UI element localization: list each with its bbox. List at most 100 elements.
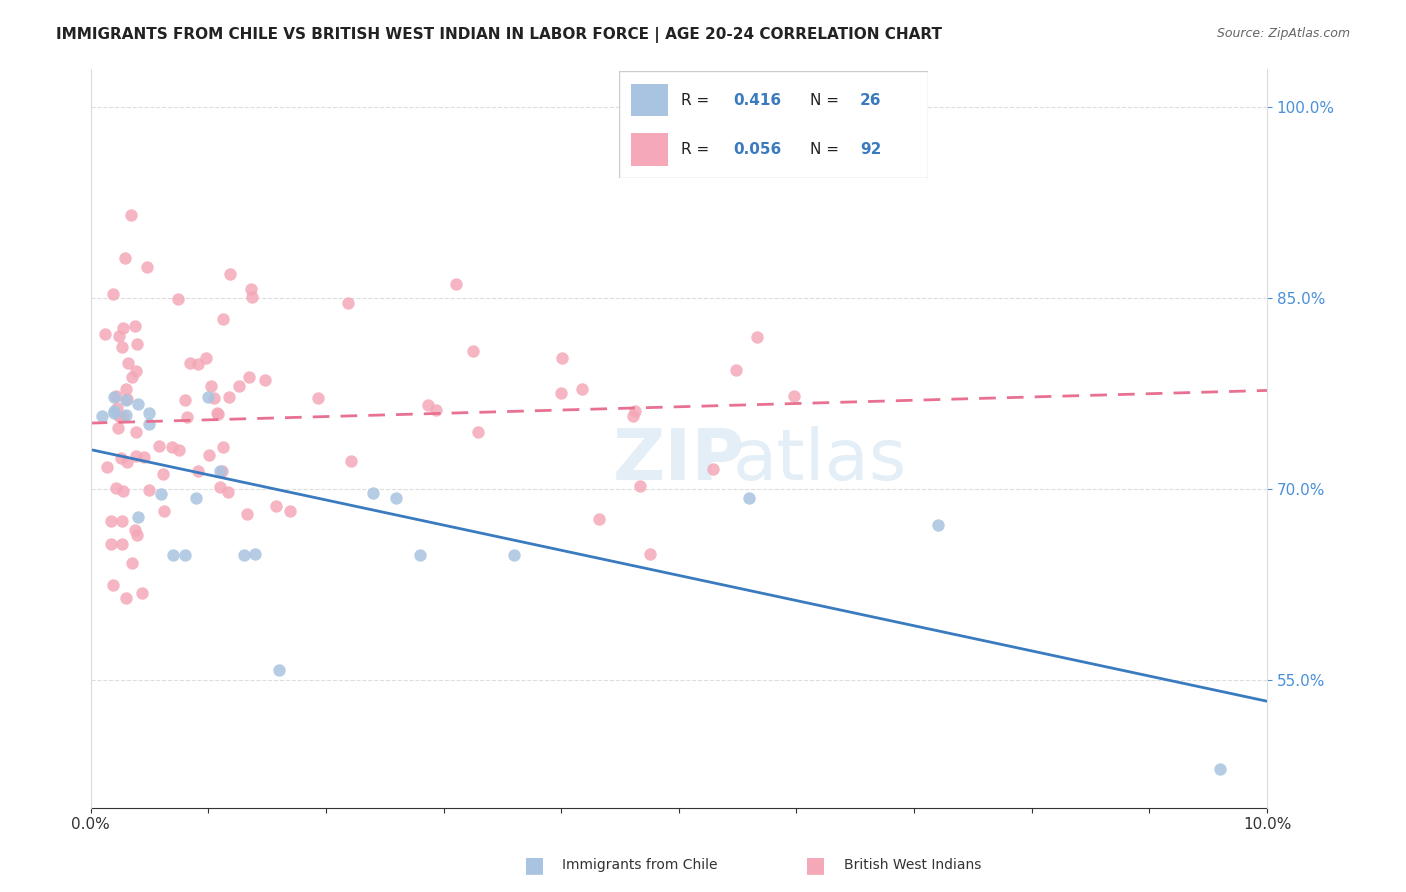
Point xyxy=(127,510,149,524)
Point xyxy=(702,462,724,476)
Point xyxy=(628,479,651,493)
Point xyxy=(148,439,170,453)
Point xyxy=(218,268,240,282)
Point xyxy=(120,208,142,222)
Text: ■: ■ xyxy=(806,855,825,875)
Point xyxy=(207,407,229,421)
Point xyxy=(131,586,153,600)
Point xyxy=(101,578,124,592)
Point xyxy=(745,330,768,344)
Point xyxy=(167,292,190,306)
Point xyxy=(108,409,131,423)
FancyBboxPatch shape xyxy=(619,71,928,178)
Point xyxy=(117,392,139,406)
Point xyxy=(195,351,218,366)
Point xyxy=(187,464,209,478)
Point xyxy=(94,326,117,341)
Point xyxy=(111,340,134,354)
Point xyxy=(138,483,160,497)
Point xyxy=(117,455,139,469)
Point xyxy=(209,480,232,494)
Point xyxy=(138,417,160,431)
Point xyxy=(125,527,148,541)
Point xyxy=(103,404,125,418)
Point xyxy=(340,453,363,467)
Point xyxy=(212,312,235,326)
Point xyxy=(124,318,146,333)
Point xyxy=(337,295,360,310)
Point xyxy=(179,356,201,370)
Text: 92: 92 xyxy=(860,142,882,157)
FancyBboxPatch shape xyxy=(631,134,668,166)
Point xyxy=(111,409,134,423)
Point xyxy=(104,481,127,495)
Point xyxy=(467,425,489,439)
Point xyxy=(115,591,138,606)
Point xyxy=(107,421,129,435)
Point xyxy=(385,491,408,505)
Text: 0.416: 0.416 xyxy=(733,93,782,108)
Point xyxy=(110,410,132,425)
Point xyxy=(240,283,263,297)
Point xyxy=(186,491,208,505)
Point xyxy=(91,409,114,424)
Point xyxy=(738,491,761,505)
Point xyxy=(134,450,156,464)
Point xyxy=(446,277,468,291)
Point xyxy=(245,547,267,561)
Point xyxy=(105,401,128,415)
Text: ■: ■ xyxy=(524,855,544,875)
Point xyxy=(503,549,526,563)
Text: Source: ZipAtlas.com: Source: ZipAtlas.com xyxy=(1216,27,1350,40)
Text: Immigrants from Chile: Immigrants from Chile xyxy=(562,858,718,872)
Point xyxy=(125,425,148,439)
Text: British West Indians: British West Indians xyxy=(844,858,981,872)
Point xyxy=(173,549,195,563)
Point xyxy=(551,351,574,365)
Point xyxy=(235,507,257,521)
Point xyxy=(228,378,250,392)
Point xyxy=(242,290,264,304)
Point xyxy=(254,374,277,388)
FancyBboxPatch shape xyxy=(631,84,668,116)
Point xyxy=(238,369,260,384)
Point xyxy=(461,343,484,358)
Point xyxy=(208,464,231,478)
Point xyxy=(152,504,174,518)
Point xyxy=(638,547,661,561)
Point xyxy=(127,397,149,411)
Point xyxy=(150,487,173,501)
Point xyxy=(724,363,747,377)
Point xyxy=(264,499,287,513)
Point xyxy=(100,537,122,551)
Point xyxy=(197,390,219,404)
Point xyxy=(409,549,432,563)
Point xyxy=(167,442,190,457)
Point xyxy=(121,369,143,384)
Point xyxy=(425,402,447,417)
Text: 0.056: 0.056 xyxy=(733,142,782,157)
Point xyxy=(162,441,184,455)
Point xyxy=(307,391,329,405)
Point xyxy=(200,379,222,393)
Point xyxy=(217,485,239,500)
Point xyxy=(115,392,138,407)
Text: N =: N = xyxy=(810,93,844,108)
Point xyxy=(124,523,146,537)
Point xyxy=(96,459,118,474)
Point xyxy=(198,448,221,462)
Point xyxy=(135,260,157,274)
Point xyxy=(218,390,240,404)
Text: 26: 26 xyxy=(860,93,882,108)
Point xyxy=(114,251,136,265)
Point xyxy=(152,467,174,481)
Point xyxy=(107,328,129,343)
Point xyxy=(103,406,125,420)
Point xyxy=(361,486,384,500)
Point xyxy=(127,337,149,351)
Point xyxy=(176,409,198,424)
Point xyxy=(111,320,134,334)
Point xyxy=(125,449,148,463)
Point xyxy=(100,514,122,528)
Point xyxy=(103,390,125,404)
